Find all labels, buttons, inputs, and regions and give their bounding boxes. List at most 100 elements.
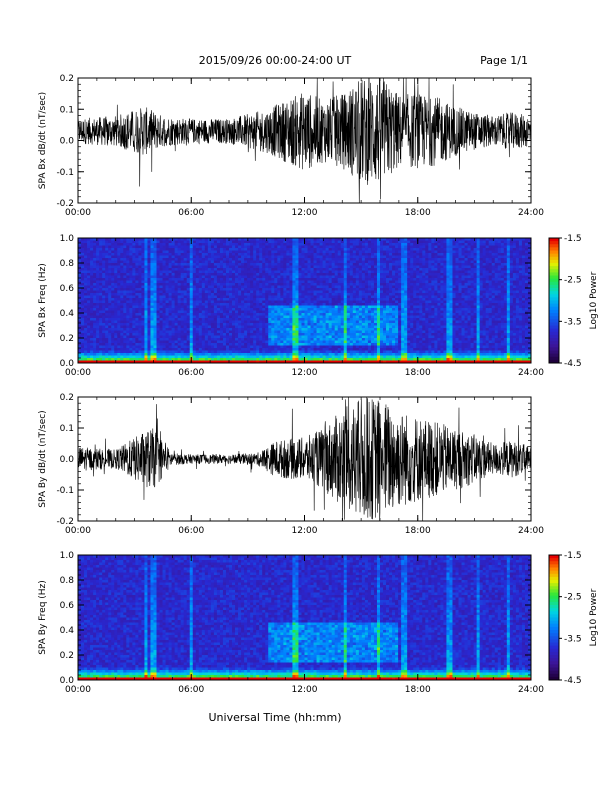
heatmap-cell <box>180 248 185 251</box>
heatmap-cell <box>343 335 348 339</box>
heatmap-cell <box>102 330 106 334</box>
heatmap-cell <box>114 275 118 279</box>
heatmap-cell <box>183 255 188 259</box>
heatmap-cell <box>346 258 351 261</box>
heatmap-cell <box>132 325 136 329</box>
heatmap-cell <box>150 315 154 319</box>
heatmap-cell <box>232 360 236 364</box>
heatmap-cell <box>280 330 284 334</box>
heatmap-cell <box>210 275 215 279</box>
heatmap-cell <box>280 358 284 361</box>
heatmap-cell <box>108 353 112 356</box>
heatmap-cell <box>247 278 251 281</box>
heatmap-cell <box>123 270 127 274</box>
heatmap-cell <box>241 303 245 306</box>
heatmap-cell <box>265 290 269 294</box>
heatmap-cell <box>229 250 233 254</box>
heatmap-cell <box>292 263 296 266</box>
heatmap-cell <box>232 358 236 361</box>
heatmap-cell <box>144 258 148 261</box>
heatmap-cell <box>304 273 308 276</box>
heatmap-cell <box>90 293 94 296</box>
heatmap-cell <box>201 313 206 316</box>
heatmap-cell <box>105 293 109 296</box>
heatmap-cell <box>295 320 299 324</box>
heatmap-cell <box>162 280 166 284</box>
heatmap-cell <box>235 328 239 331</box>
heatmap-cell <box>207 310 212 314</box>
heatmap-cell <box>325 343 330 346</box>
heatmap-cell <box>99 343 103 346</box>
heatmap-cell <box>346 240 351 244</box>
heatmap-cell <box>189 345 194 349</box>
heatmap-cell <box>301 348 305 351</box>
heatmap-cell <box>213 298 218 301</box>
heatmap-cell <box>271 260 275 264</box>
heatmap-cell <box>313 328 317 331</box>
heatmap-cell <box>340 355 345 359</box>
heatmap-cell <box>180 250 185 254</box>
heatmap-cell <box>262 345 266 349</box>
heatmap-cell <box>256 278 260 281</box>
heatmap-cell <box>171 330 176 334</box>
heatmap-cell <box>259 250 263 254</box>
heatmap-cell <box>195 323 200 326</box>
heatmap-cell <box>235 340 239 344</box>
heatmap-cell <box>81 358 85 361</box>
heatmap-cell <box>235 290 239 294</box>
heatmap-cell <box>138 305 142 309</box>
heatmap-cell <box>289 318 293 321</box>
heatmap-cell <box>99 333 103 336</box>
heatmap-cell <box>334 353 339 356</box>
heatmap-cell <box>114 340 118 344</box>
heatmap-cell <box>84 308 88 311</box>
heatmap-cell <box>325 275 330 279</box>
heatmap-cell <box>126 343 130 346</box>
heatmap-cell <box>268 303 272 306</box>
heatmap-cell <box>259 265 263 269</box>
heatmap-cell <box>153 338 157 341</box>
heatmap-cell <box>162 290 166 294</box>
heatmap-cell <box>292 345 296 349</box>
heatmap-cell <box>262 285 266 289</box>
heatmap-cell <box>343 290 348 294</box>
heatmap-cell <box>78 253 82 256</box>
heatmap-cell <box>289 348 293 351</box>
heatmap-cell <box>337 238 342 241</box>
heatmap-cell <box>340 270 345 274</box>
heatmap-cell <box>238 358 242 361</box>
heatmap-cell <box>93 273 97 276</box>
heatmap-cell <box>259 318 263 321</box>
heatmap-cell <box>334 343 339 346</box>
heatmap-cell <box>343 338 348 341</box>
heatmap-cell <box>156 350 160 354</box>
heatmap-cell <box>244 283 248 286</box>
heatmap-cell <box>307 313 311 316</box>
heatmap-cell <box>126 338 130 341</box>
heatmap-cell <box>171 325 176 329</box>
heatmap-cell <box>250 295 254 299</box>
heatmap-cell <box>153 355 157 359</box>
heatmap-cell <box>144 333 148 336</box>
heatmap-cell <box>102 353 106 356</box>
heatmap-cell <box>216 360 221 364</box>
heatmap-cell <box>165 348 169 351</box>
heatmap-cell <box>96 293 100 296</box>
heatmap-cell <box>93 240 97 244</box>
heatmap-cell <box>340 283 345 286</box>
heatmap-cell <box>138 303 142 306</box>
heatmap-cell <box>301 240 305 244</box>
heatmap-cell <box>319 260 324 264</box>
heatmap-cell <box>210 290 215 294</box>
heatmap-cell <box>216 330 221 334</box>
heatmap-cell <box>247 328 251 331</box>
heatmap-cell <box>78 295 82 299</box>
heatmap-cell <box>207 308 212 311</box>
heatmap-cell <box>219 320 224 324</box>
heatmap-cell <box>259 253 263 256</box>
heatmap-cell <box>201 250 206 254</box>
heatmap-cell <box>123 330 127 334</box>
heatmap-cell <box>310 295 314 299</box>
heatmap-cell <box>349 288 354 291</box>
heatmap-cell <box>132 313 136 316</box>
